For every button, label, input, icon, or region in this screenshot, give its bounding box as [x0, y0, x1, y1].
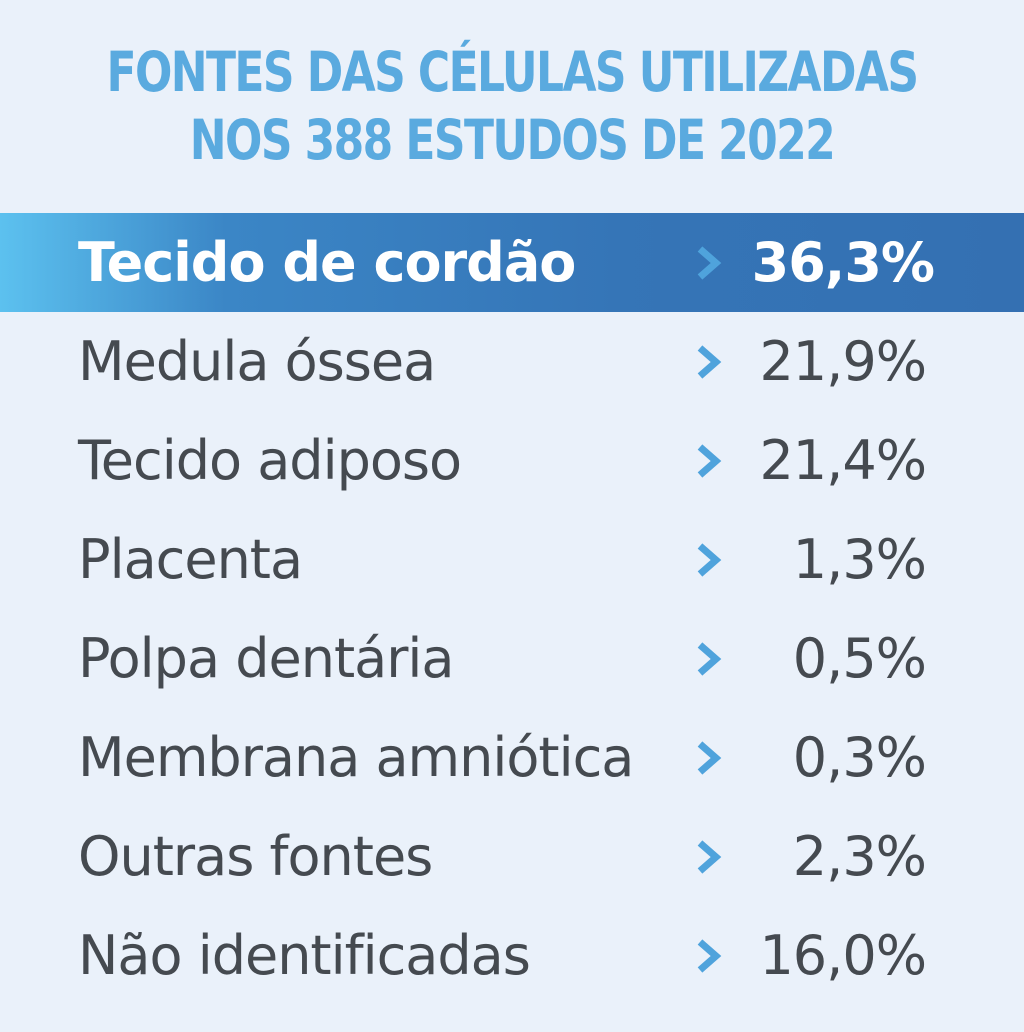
table-row: Placenta 1,3% — [0, 510, 1024, 609]
table-row: Não identificadas 16,0% — [0, 906, 1024, 1005]
row-label: Outras fontes — [78, 825, 433, 888]
row-label: Não identificadas — [78, 924, 531, 987]
row-label: Tecido de cordão — [78, 231, 576, 294]
row-value: 0,5% — [792, 627, 927, 690]
row-label: Polpa dentária — [78, 627, 454, 690]
chart-title-line-1: FONTES DAS CÉLULAS UTILIZADAS — [106, 40, 920, 104]
chevron-right-icon — [697, 543, 722, 577]
chevron-right-icon — [697, 345, 722, 379]
row-value: 16,0% — [759, 924, 927, 987]
table-row: Tecido adiposo 21,4% — [0, 411, 1024, 510]
data-table: Tecido de cordão 36,3% Medula óssea 21,9% Te… — [0, 213, 1024, 1005]
row-label: Tecido adiposo — [78, 429, 462, 492]
table-row: Polpa dentária 0,5% — [0, 609, 1024, 708]
chevron-right-icon — [697, 444, 722, 478]
row-label: Placenta — [78, 528, 303, 591]
row-value: 21,4% — [759, 429, 927, 492]
chevron-right-icon — [697, 840, 722, 874]
table-row: Medula óssea 21,9% — [0, 312, 1024, 411]
chevron-right-icon — [697, 246, 722, 280]
chart-title-line-2: NOS 388 ESTUDOS DE 2022 — [189, 108, 836, 172]
row-value: 36,3% — [751, 231, 935, 294]
table-row-highlighted: Tecido de cordão 36,3% — [0, 213, 1024, 312]
table-row: Membrana amniótica 0,3% — [0, 708, 1024, 807]
row-value: 1,3% — [792, 528, 927, 591]
row-value: 21,9% — [759, 330, 927, 393]
chevron-right-icon — [697, 642, 722, 676]
chart-title: FONTES DAS CÉLULAS UTILIZADAS NOS 388 ES… — [102, 38, 921, 174]
row-label: Medula óssea — [78, 330, 436, 393]
chevron-right-icon — [697, 741, 722, 775]
table-row: Outras fontes 2,3% — [0, 807, 1024, 906]
chevron-right-icon — [697, 939, 722, 973]
row-label: Membrana amniótica — [78, 726, 634, 789]
row-value: 0,3% — [792, 726, 927, 789]
row-value: 2,3% — [792, 825, 927, 888]
